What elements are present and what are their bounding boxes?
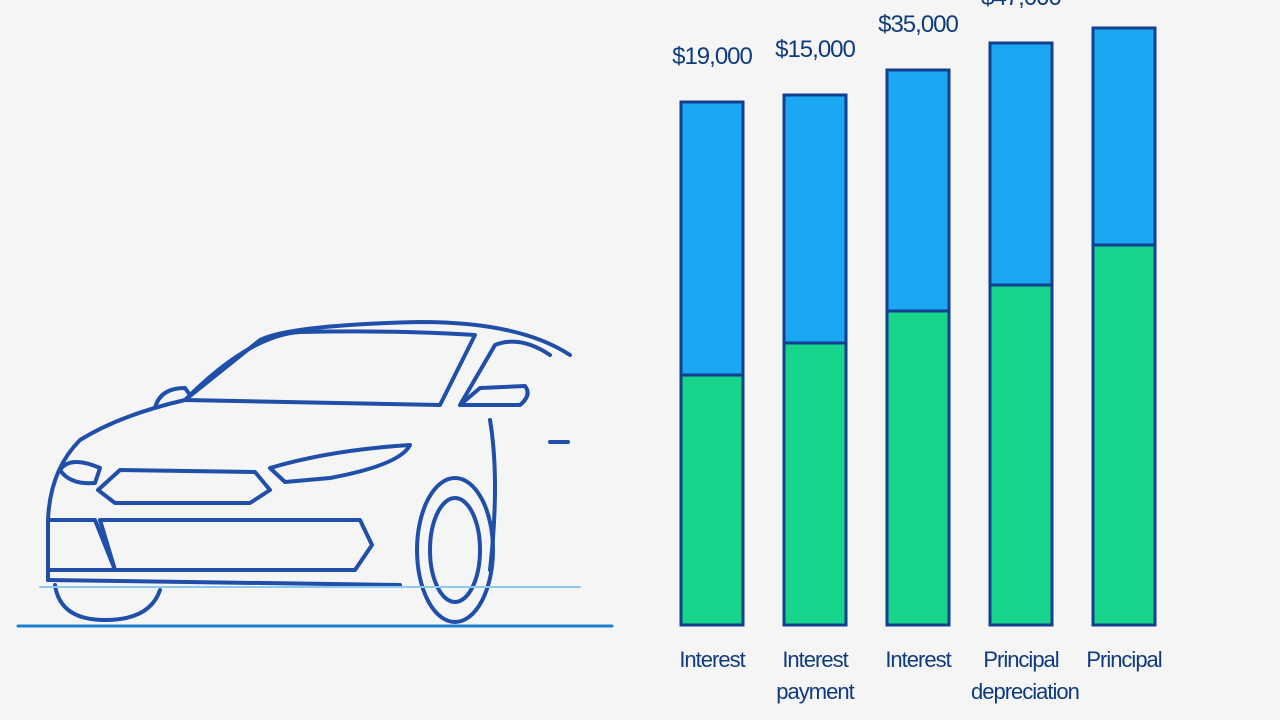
value-annotation: $35,000 <box>878 11 958 38</box>
bar-segment <box>679 100 745 377</box>
bar-segment <box>988 41 1054 287</box>
bar-segment <box>782 93 848 345</box>
bar-segment <box>1091 26 1157 247</box>
x-tick-label: Principal <box>1086 647 1162 672</box>
bar-segment <box>885 68 951 313</box>
bar-segment <box>782 341 848 627</box>
bar-segment <box>988 283 1054 627</box>
x-tick-label: Interest <box>885 647 951 672</box>
bar-segment <box>679 373 745 627</box>
bar-segment <box>1091 243 1157 627</box>
bar-segment <box>885 309 951 627</box>
x-tick-label: Interest <box>679 647 745 672</box>
value-annotation: $15,000 <box>775 36 855 63</box>
car-illustration <box>16 320 614 628</box>
value-annotation: $47,000 <box>981 0 1061 11</box>
value-annotation: $19,000 <box>672 43 752 70</box>
x-tick-label: Principal depreciation <box>971 647 1080 704</box>
x-tick-label: Interest payment <box>776 647 854 704</box>
